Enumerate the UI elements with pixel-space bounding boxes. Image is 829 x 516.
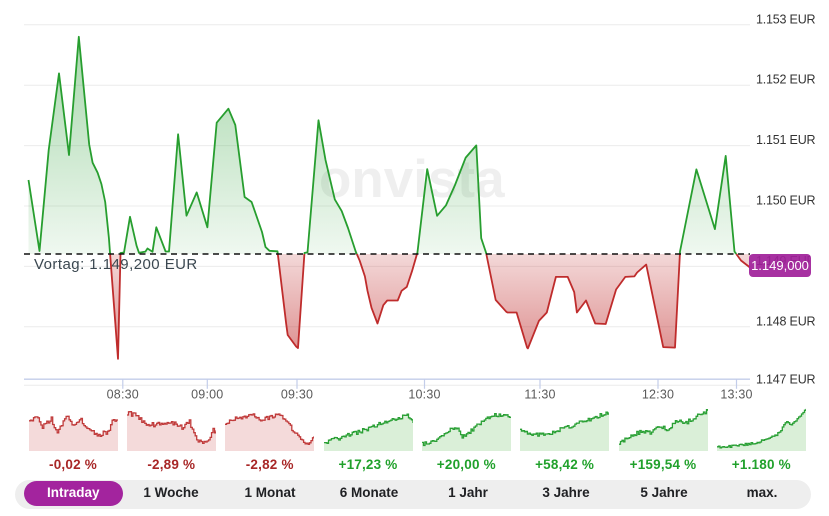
svg-text:09:30: 09:30 (281, 387, 313, 400)
svg-text:11:30: 11:30 (524, 387, 555, 400)
svg-text:13:30: 13:30 (720, 387, 752, 400)
svg-text:1.150 EUR: 1.150 EUR (756, 194, 816, 208)
svg-text:12:30: 12:30 (642, 387, 674, 400)
svg-text:08:30: 08:30 (107, 387, 139, 400)
svg-text:10:30: 10:30 (408, 387, 440, 400)
svg-text:09:00: 09:00 (191, 387, 223, 400)
svg-text:1.147 EUR: 1.147 EUR (756, 373, 816, 387)
svg-text:1.151 EUR: 1.151 EUR (756, 133, 816, 147)
svg-text:1.148 EUR: 1.148 EUR (756, 314, 816, 328)
svg-text:1.153 EUR: 1.153 EUR (756, 12, 816, 26)
svg-text:1.152 EUR: 1.152 EUR (756, 73, 816, 87)
